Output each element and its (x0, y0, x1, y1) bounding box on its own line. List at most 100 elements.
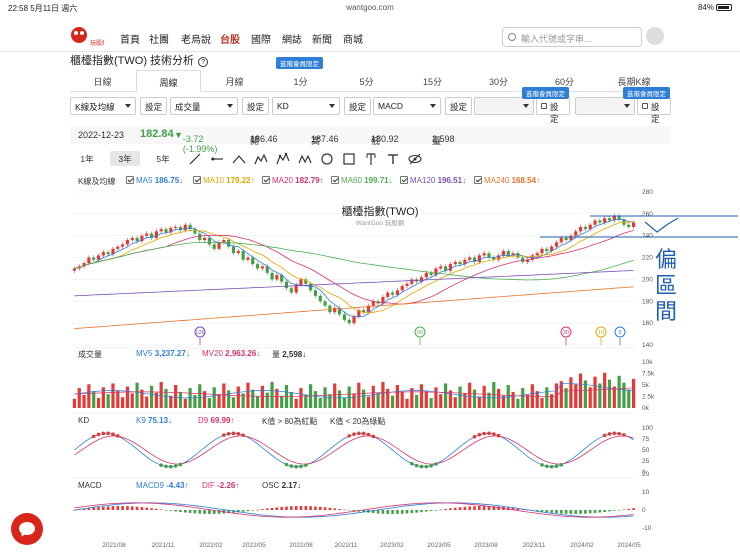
wantgoo-logo[interactable]: 玩股網 (70, 26, 108, 48)
setting-button-macd[interactable]: 設定 (445, 97, 473, 115)
angle-tool-icon[interactable] (232, 152, 246, 166)
checkbox-icon[interactable] (400, 176, 408, 184)
fork-tool-icon[interactable] (364, 152, 378, 166)
chat-button[interactable] (11, 513, 43, 545)
candle (333, 307, 337, 313)
help-icon[interactable]: ? (198, 57, 209, 67)
nav-item-news[interactable]: 新聞 (312, 35, 332, 46)
nav-item-home[interactable]: 首頁 (120, 35, 140, 46)
circle-tool-icon[interactable] (320, 152, 334, 166)
candle (202, 237, 207, 241)
price-tick: 220 (642, 255, 653, 262)
event-marker (595, 326, 607, 338)
range-3y-button[interactable]: 3年 (110, 151, 140, 166)
osc-bar (290, 506, 293, 510)
nav-item-shop[interactable]: 商城 (343, 35, 363, 46)
nav-item-blog[interactable]: 網誌 (282, 35, 302, 46)
kd-red-dot (222, 433, 226, 437)
ma5-legend[interactable]: MA5 186.75↓ (126, 176, 183, 185)
checkbox-icon[interactable] (126, 176, 134, 184)
tab-1min[interactable]: 1分 (293, 77, 308, 87)
tab-weekly[interactable]: 周線 (136, 70, 201, 92)
ma240-legend[interactable]: MA240 168.54↑ (474, 176, 540, 185)
tab-30min[interactable]: 30分 (488, 77, 508, 87)
nav-item-tw-stock[interactable]: 台股 (220, 35, 240, 46)
osc-bar (410, 510, 414, 514)
checkbox-icon[interactable] (474, 176, 482, 184)
volume-bar (627, 389, 631, 408)
candle (458, 261, 462, 265)
nav-item-laowu[interactable]: 老烏說 (181, 35, 211, 46)
ma120-legend[interactable]: MA120 196.51↓ (400, 176, 466, 185)
pattern-tool-icon[interactable] (298, 152, 312, 166)
osc-bar (434, 510, 438, 511)
volume-bar (497, 388, 501, 408)
indicator-select-macd[interactable]: MACD (373, 97, 441, 115)
range-5y-button[interactable]: 5年 (156, 154, 170, 164)
d-line (74, 435, 634, 465)
osc-bar (140, 507, 144, 510)
checkbox-icon[interactable] (193, 176, 201, 184)
volume-tick: 2.5k (642, 394, 655, 401)
rect-tool-icon[interactable] (342, 152, 356, 166)
checkbox-icon[interactable] (331, 176, 339, 184)
candle (612, 216, 616, 221)
tab-monthly[interactable]: 月線 (225, 77, 244, 87)
nav-item-international[interactable]: 國際 (251, 35, 271, 46)
osc-bar (516, 508, 520, 510)
ma10-legend[interactable]: MA10 179.22↑ (193, 176, 255, 185)
setting-button-kline[interactable]: 設定 (140, 97, 168, 115)
indicator-select-kline[interactable]: K線及均線 (70, 97, 136, 115)
quote-info: 2022-12-23 182.84 ▼ -3.72 (-1.99%) 開 186… (70, 126, 670, 154)
candle (193, 229, 197, 234)
setting-button-volume[interactable]: 設定 (242, 97, 270, 115)
kd-red-dot (111, 432, 115, 437)
candle (448, 264, 453, 271)
line-tool-icon[interactable] (188, 152, 202, 166)
volume-bar (260, 385, 265, 408)
indicator-select-kd[interactable]: KD (272, 97, 340, 115)
setting-button-kd[interactable]: 設定 (344, 97, 372, 115)
volume-bar (145, 396, 149, 408)
wave-tool-icon[interactable] (254, 152, 268, 166)
ma20-legend[interactable]: MA20 182.79↑ (262, 176, 324, 185)
candle (390, 292, 395, 295)
page-title: 櫃檯指數(TWO) 技術分析? (70, 52, 209, 68)
tab-60min[interactable]: 60分 (554, 77, 574, 87)
setting-button-locked-2[interactable]: 設定 (637, 97, 671, 124)
setting-button-locked-1[interactable]: 設定 (536, 97, 570, 124)
text-tool-icon[interactable] (386, 152, 400, 166)
indicator-select-volume[interactable]: 成交量 (170, 97, 238, 115)
ray-tool-icon[interactable] (210, 152, 224, 166)
hide-eye-icon[interactable] (408, 152, 422, 166)
osc-bar (256, 509, 259, 511)
osc-bar (444, 508, 447, 510)
tab-15min[interactable]: 15分 (422, 77, 442, 87)
macd-tick: 20 (642, 471, 650, 478)
nav-item-community[interactable]: 社團 (149, 35, 169, 46)
volume-bar (342, 397, 346, 408)
tab-long-term[interactable]: 長期K線 (617, 77, 651, 87)
event-marker (560, 326, 572, 338)
tab-5min[interactable]: 5分 (359, 77, 374, 87)
volume-bar (251, 389, 255, 408)
kd-green-dot (284, 462, 289, 467)
avatar[interactable] (646, 27, 664, 45)
volume-bar (545, 387, 549, 408)
indicator-select-locked-2[interactable] (575, 97, 635, 115)
checkbox-icon[interactable] (262, 176, 270, 184)
indicator-select-locked-1[interactable] (474, 97, 534, 115)
osc-bar (318, 506, 322, 510)
ma60-legend[interactable]: MA60 199.71↓ (331, 176, 393, 185)
search-input[interactable]: 輸入代號或字串... (502, 27, 642, 47)
candle (309, 283, 313, 291)
volume-bar (569, 377, 573, 408)
range-1y-button[interactable]: 1年 (80, 154, 94, 164)
tab-daily[interactable]: 日線 (93, 77, 112, 87)
candle (578, 226, 583, 232)
volume-bar (588, 387, 592, 408)
event-marker-label: 20 (563, 330, 569, 336)
candle (140, 235, 144, 242)
elliott-tool-icon[interactable] (276, 152, 290, 166)
